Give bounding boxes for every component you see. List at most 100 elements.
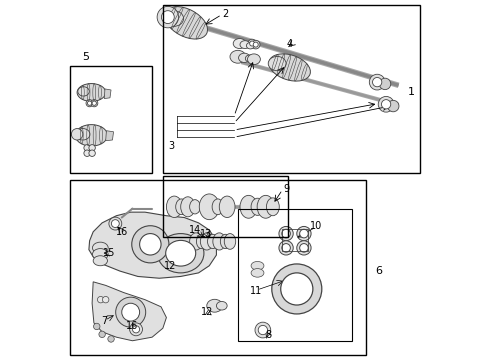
Ellipse shape bbox=[94, 323, 100, 330]
Ellipse shape bbox=[72, 129, 83, 140]
Text: 10: 10 bbox=[310, 221, 322, 231]
Bar bbox=[282, 229, 308, 251]
Ellipse shape bbox=[200, 233, 213, 250]
Ellipse shape bbox=[255, 322, 270, 338]
Ellipse shape bbox=[176, 199, 187, 215]
Ellipse shape bbox=[300, 229, 308, 238]
Ellipse shape bbox=[157, 6, 178, 28]
Ellipse shape bbox=[220, 196, 235, 217]
Ellipse shape bbox=[217, 301, 227, 310]
Ellipse shape bbox=[164, 11, 184, 26]
Bar bbox=[238, 208, 352, 341]
Ellipse shape bbox=[251, 40, 260, 49]
Ellipse shape bbox=[161, 11, 174, 23]
Text: 2: 2 bbox=[222, 9, 228, 19]
Ellipse shape bbox=[165, 6, 208, 39]
Ellipse shape bbox=[166, 240, 196, 266]
Text: 6: 6 bbox=[375, 266, 383, 276]
Text: 11: 11 bbox=[249, 286, 262, 296]
Polygon shape bbox=[92, 282, 167, 341]
Ellipse shape bbox=[267, 198, 279, 216]
Bar bbox=[70, 66, 152, 173]
Ellipse shape bbox=[220, 234, 230, 249]
Polygon shape bbox=[168, 12, 180, 27]
Ellipse shape bbox=[190, 200, 200, 214]
Ellipse shape bbox=[86, 100, 93, 107]
Ellipse shape bbox=[297, 226, 311, 241]
Ellipse shape bbox=[282, 244, 291, 252]
Ellipse shape bbox=[258, 325, 268, 335]
Ellipse shape bbox=[207, 299, 222, 312]
Ellipse shape bbox=[369, 74, 385, 90]
Ellipse shape bbox=[378, 96, 394, 112]
Ellipse shape bbox=[282, 229, 291, 238]
Text: 3: 3 bbox=[169, 141, 175, 151]
Text: 15: 15 bbox=[103, 248, 116, 258]
Ellipse shape bbox=[247, 54, 260, 64]
Ellipse shape bbox=[212, 199, 223, 215]
Ellipse shape bbox=[251, 269, 264, 277]
Ellipse shape bbox=[130, 323, 143, 336]
Ellipse shape bbox=[111, 220, 119, 228]
Ellipse shape bbox=[245, 55, 254, 62]
Ellipse shape bbox=[92, 101, 97, 105]
Ellipse shape bbox=[89, 145, 96, 151]
Ellipse shape bbox=[272, 264, 322, 314]
Ellipse shape bbox=[224, 234, 236, 249]
Ellipse shape bbox=[268, 57, 286, 71]
Ellipse shape bbox=[91, 100, 98, 107]
Ellipse shape bbox=[196, 234, 206, 249]
Ellipse shape bbox=[190, 233, 202, 250]
Ellipse shape bbox=[251, 261, 264, 270]
Bar bbox=[163, 5, 420, 173]
Ellipse shape bbox=[287, 279, 307, 299]
Bar bbox=[163, 176, 288, 237]
Ellipse shape bbox=[157, 234, 204, 273]
Ellipse shape bbox=[279, 226, 293, 241]
Ellipse shape bbox=[88, 101, 92, 105]
Text: 16: 16 bbox=[116, 227, 128, 237]
Ellipse shape bbox=[281, 273, 313, 305]
Ellipse shape bbox=[253, 42, 258, 47]
Ellipse shape bbox=[249, 41, 255, 46]
Ellipse shape bbox=[279, 241, 293, 255]
Ellipse shape bbox=[98, 296, 104, 303]
Ellipse shape bbox=[109, 217, 122, 230]
Ellipse shape bbox=[239, 53, 250, 63]
Text: 1: 1 bbox=[408, 87, 415, 98]
Polygon shape bbox=[104, 89, 111, 99]
Ellipse shape bbox=[213, 233, 226, 250]
Text: 7: 7 bbox=[101, 316, 107, 326]
Ellipse shape bbox=[240, 195, 257, 218]
Text: 9: 9 bbox=[283, 184, 289, 194]
Ellipse shape bbox=[122, 303, 140, 321]
Ellipse shape bbox=[240, 41, 250, 49]
Ellipse shape bbox=[132, 326, 140, 333]
Ellipse shape bbox=[102, 296, 109, 303]
Text: 14: 14 bbox=[189, 225, 201, 235]
Ellipse shape bbox=[77, 84, 106, 102]
Ellipse shape bbox=[93, 249, 108, 260]
Polygon shape bbox=[89, 212, 217, 278]
Text: 5: 5 bbox=[82, 52, 90, 62]
Polygon shape bbox=[277, 59, 286, 71]
Ellipse shape bbox=[257, 195, 274, 218]
Ellipse shape bbox=[75, 125, 107, 146]
Ellipse shape bbox=[116, 297, 146, 327]
Ellipse shape bbox=[300, 244, 308, 252]
Ellipse shape bbox=[181, 197, 195, 217]
Ellipse shape bbox=[269, 54, 310, 81]
Ellipse shape bbox=[207, 234, 218, 249]
Ellipse shape bbox=[140, 234, 161, 255]
Text: 4: 4 bbox=[287, 39, 293, 49]
Polygon shape bbox=[106, 131, 114, 141]
Ellipse shape bbox=[233, 39, 246, 49]
Ellipse shape bbox=[132, 226, 169, 263]
Ellipse shape bbox=[388, 100, 399, 112]
Ellipse shape bbox=[379, 78, 391, 90]
Ellipse shape bbox=[251, 198, 264, 215]
Ellipse shape bbox=[125, 307, 136, 318]
Ellipse shape bbox=[84, 150, 90, 157]
Ellipse shape bbox=[230, 50, 245, 63]
Ellipse shape bbox=[93, 242, 108, 253]
